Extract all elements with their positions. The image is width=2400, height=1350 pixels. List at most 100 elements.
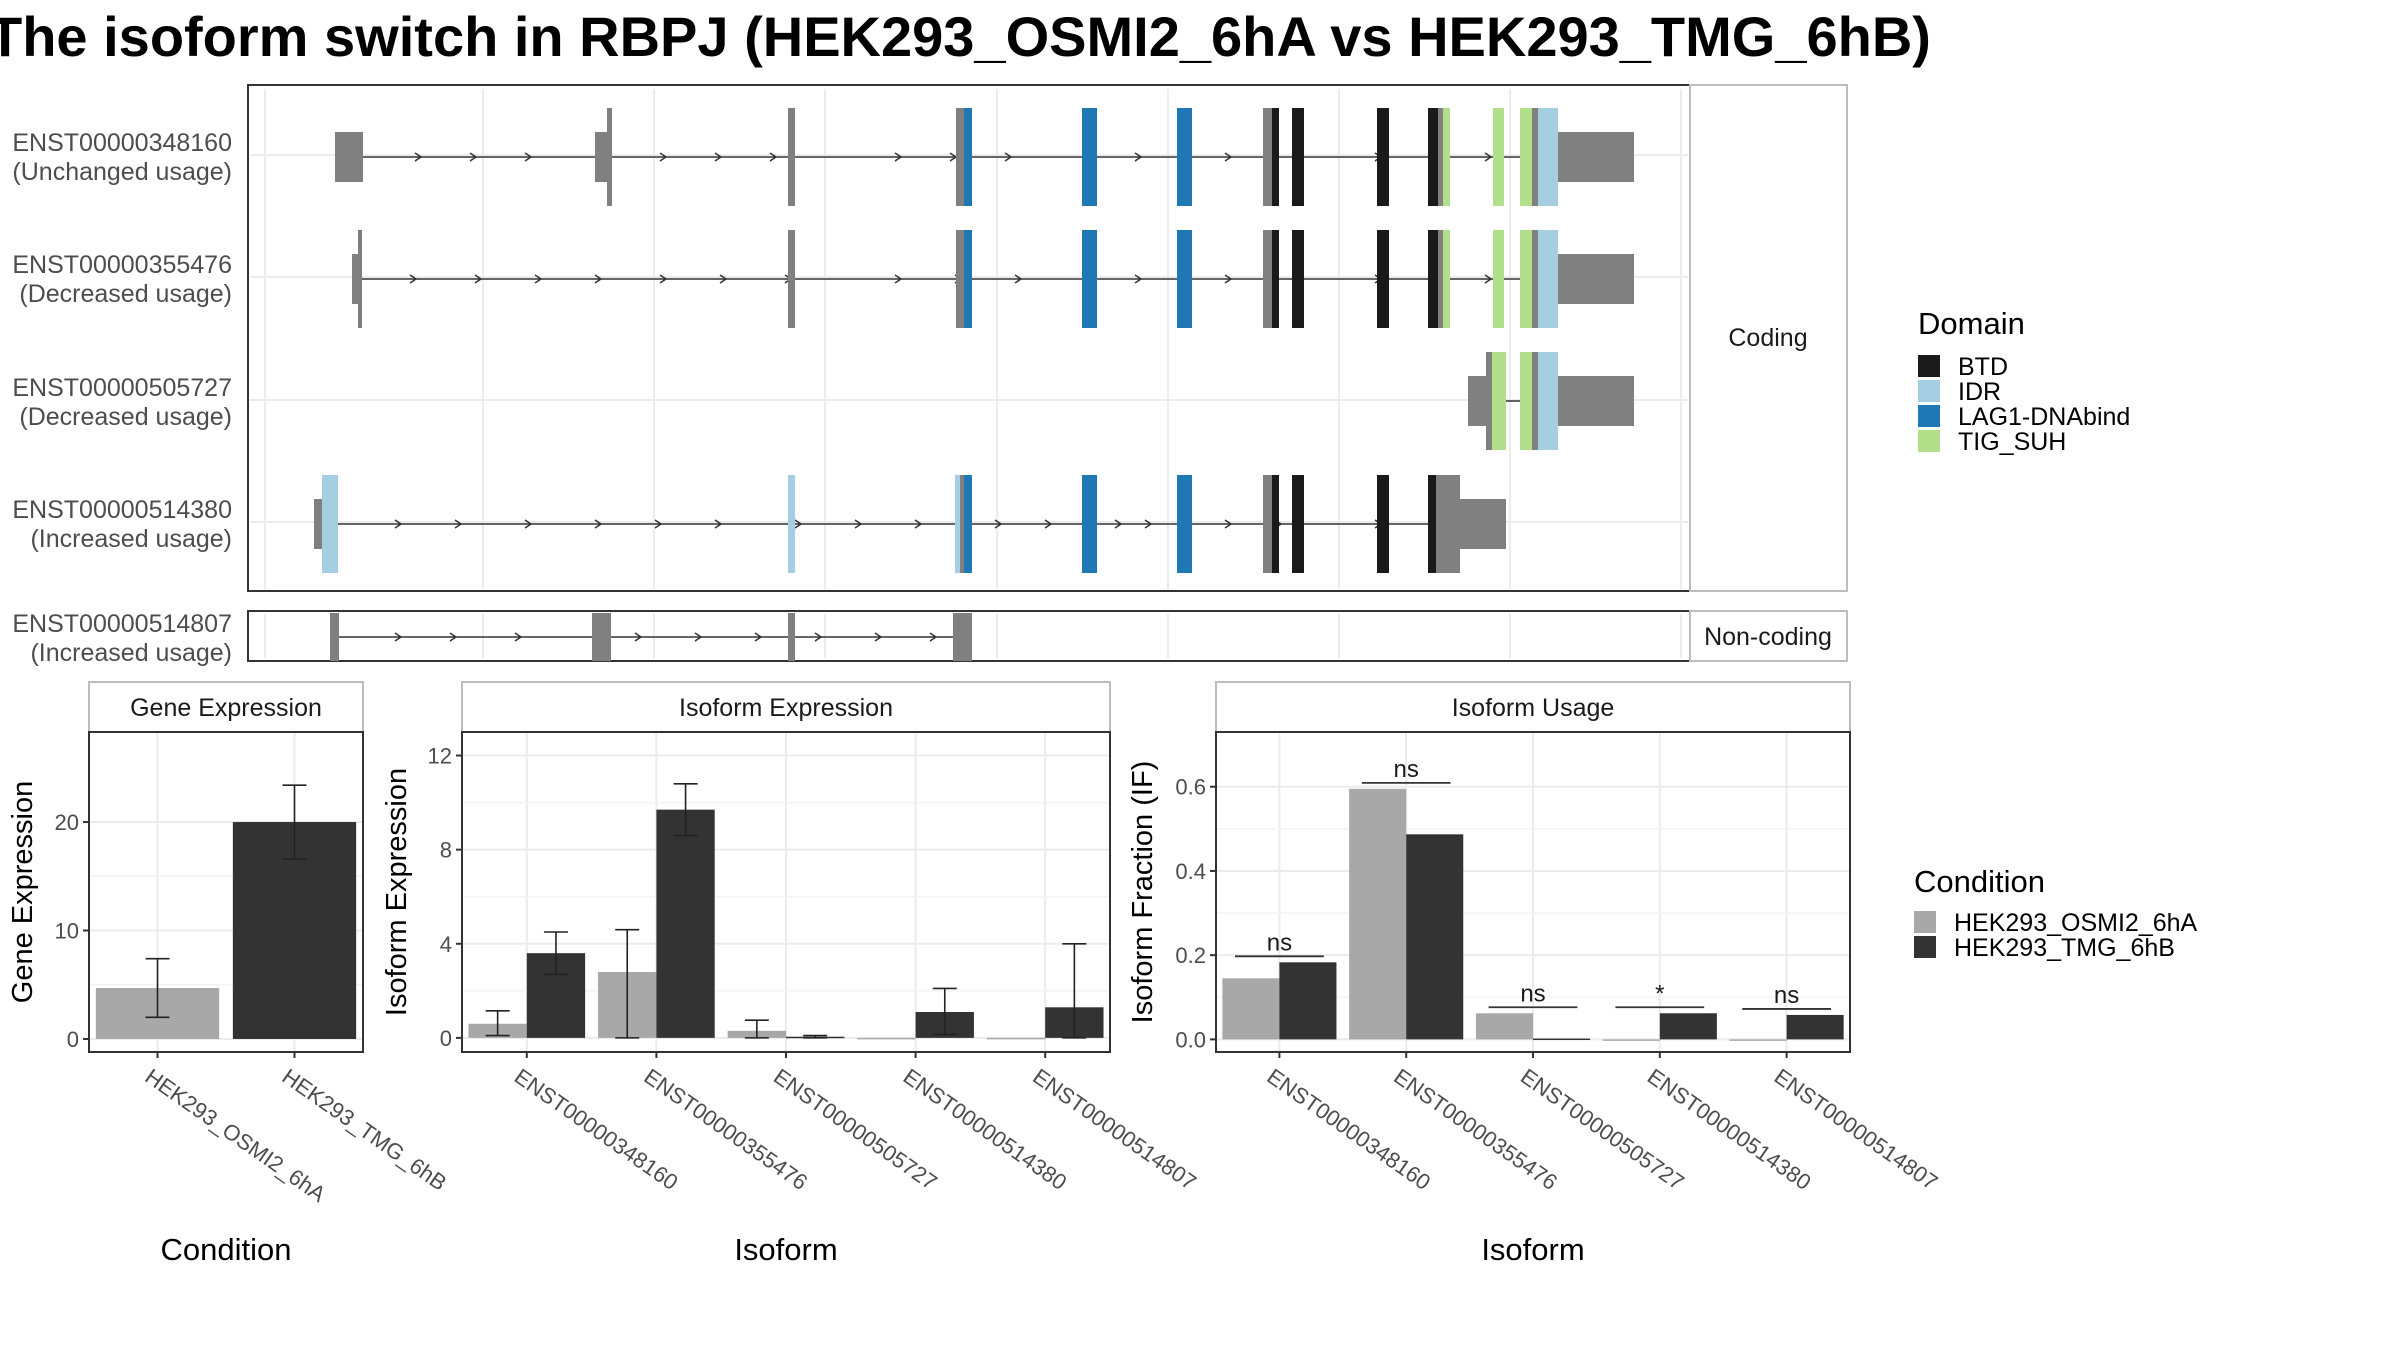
transcript-id-label: ENST00000514380: [12, 496, 232, 524]
exon-block: [335, 132, 363, 182]
domain-block: [1443, 230, 1450, 328]
legend-swatch-idr: [1918, 380, 1940, 402]
domain-block: [1082, 230, 1097, 328]
bar: [1730, 1039, 1787, 1041]
domain-block: [1272, 475, 1279, 573]
exon-block: [607, 108, 612, 206]
y-tick-label: 10: [55, 919, 79, 944]
domain-block: [1177, 108, 1192, 206]
bar: [1660, 1013, 1717, 1039]
exon-block: [956, 108, 965, 206]
exon-block: [1558, 132, 1634, 182]
bar: [1603, 1039, 1660, 1041]
bar: [1279, 962, 1336, 1039]
domain-block: [788, 475, 795, 573]
domain-block: [964, 230, 972, 328]
x-axis-title: Condition: [161, 1232, 292, 1267]
domain-block: [1492, 352, 1506, 450]
chart-panel: Isoform Usage0.00.20.40.6nsENST000003481…: [1127, 682, 1942, 1267]
exon-block: [953, 613, 972, 661]
domain-block: [1292, 108, 1304, 206]
legend-swatch-btd: [1918, 355, 1940, 377]
transcript-usage-label: (Unchanged usage): [12, 158, 232, 186]
transcript-id-label: ENST00000505727: [12, 374, 232, 402]
transcript-usage-label: (Decreased usage): [19, 280, 232, 308]
legend-label-lag1: LAG1-DNAbind: [1958, 403, 2130, 431]
y-tick-label: 0.4: [1175, 859, 1206, 884]
legend-swatch-osmi2: [1914, 911, 1936, 933]
y-tick-label: 12: [428, 744, 452, 769]
significance-label: ns: [1774, 982, 1799, 1009]
domain-block: [1428, 230, 1438, 328]
domain-block: [1428, 475, 1436, 573]
exon-block: [1558, 376, 1634, 426]
domain-block: [1520, 352, 1532, 450]
isoform-switch-figure: The isoform switch in RBPJ (HEK293_OSMI2…: [0, 0, 2400, 1350]
y-tick-label: 0.0: [1175, 1027, 1206, 1052]
domain-block: [1493, 108, 1504, 206]
legend-swatch-tmg: [1914, 936, 1936, 958]
domain-legend: Domain BTD IDR LAG1-DNAbind TIG_SUH: [1918, 306, 2130, 456]
domain-block: [1377, 108, 1389, 206]
domain-block: [964, 108, 972, 206]
legend-label-osmi2: HEK293_OSMI2_6hA: [1954, 909, 2198, 937]
exon-block: [956, 230, 965, 328]
bar: [1533, 1039, 1590, 1041]
exon-block: [1468, 376, 1486, 426]
domain-block: [1177, 230, 1192, 328]
domain-block: [1272, 230, 1279, 328]
bar: [857, 1038, 915, 1040]
domain-block: [322, 475, 338, 573]
chart-title: Isoform Expression: [679, 694, 893, 722]
domain-block: [1428, 108, 1438, 206]
exon-block: [788, 613, 795, 661]
domain-block: [1082, 475, 1097, 573]
domain-block: [1538, 352, 1558, 450]
domain-block: [1443, 108, 1450, 206]
bar-charts: Gene Expression01020HEK293_OSMI2_6hAHEK2…: [7, 682, 1942, 1267]
legend-swatch-tig: [1918, 430, 1940, 452]
exon-block: [330, 613, 339, 661]
transcript-id-label: ENST00000514807: [12, 610, 232, 638]
exon-block: [1532, 230, 1538, 328]
domain-block: [1493, 230, 1504, 328]
transcript-id-label: ENST00000348160: [12, 129, 232, 157]
domain-block: [1520, 108, 1532, 206]
bar: [1476, 1013, 1533, 1039]
exon-block: [1263, 108, 1272, 206]
exon-block: [1458, 499, 1506, 549]
transcript-id-label: ENST00000355476: [12, 251, 232, 279]
domain-block: [1177, 475, 1192, 573]
exon-block: [788, 230, 795, 328]
exon-block: [1486, 352, 1492, 450]
significance-label: *: [1655, 980, 1664, 1007]
legend-label-tig: TIG_SUH: [1958, 428, 2066, 456]
exon-block: [1532, 108, 1538, 206]
transcript-structure-plot: Coding Non-coding ENST00000348160 (Uncha…: [12, 85, 1847, 667]
exon-block: [1263, 475, 1272, 573]
domain-block: [1292, 475, 1304, 573]
domain-block: [1538, 108, 1558, 206]
transcript-usage-label: (Decreased usage): [19, 403, 232, 431]
domain-block: [1082, 108, 1097, 206]
bar: [1222, 978, 1279, 1039]
chart-title: Gene Expression: [130, 694, 322, 722]
domain-block: [1292, 230, 1304, 328]
transcript-usage-label: (Increased usage): [30, 525, 232, 553]
y-axis-title: Isoform Fraction (IF): [1127, 761, 1159, 1024]
exon-block: [1436, 475, 1460, 573]
transcript-usage-label: (Increased usage): [30, 639, 232, 667]
domain-legend-title: Domain: [1918, 306, 2025, 341]
bar: [1787, 1015, 1844, 1039]
condition-legend-title: Condition: [1914, 864, 2045, 899]
domain-block: [1377, 230, 1389, 328]
exon-block: [1263, 230, 1272, 328]
significance-label: ns: [1394, 756, 1419, 783]
domain-block: [1538, 230, 1558, 328]
domain-block: [1377, 475, 1389, 573]
condition-legend: Condition HEK293_OSMI2_6hA HEK293_TMG_6h…: [1914, 864, 2198, 962]
chart-panel: Isoform Expression04812ENST00000348160EN…: [381, 682, 1201, 1267]
y-tick-label: 4: [440, 932, 452, 957]
exon-block: [1532, 352, 1538, 450]
legend-label-tmg: HEK293_TMG_6hB: [1954, 934, 2175, 962]
